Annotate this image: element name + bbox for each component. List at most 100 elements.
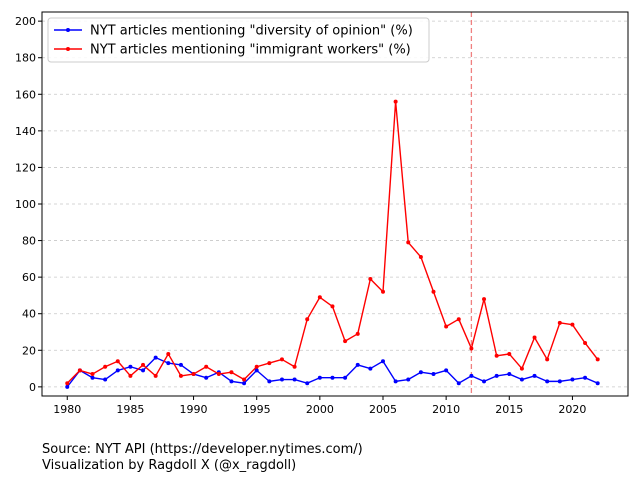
y-tick-label-40: 40 [22,308,36,321]
data-point-s1-2016 [519,366,524,371]
data-point-s1-2002 [343,339,348,344]
data-point-s0-2022 [595,381,600,386]
data-point-s0-2002 [343,375,348,380]
data-point-s1-2017 [532,335,537,340]
data-point-s0-2005 [380,359,385,364]
data-point-s1-2019 [557,320,562,325]
data-point-s0-1986 [141,368,146,373]
y-tick-label-20: 20 [22,344,36,357]
data-point-s0-2000 [317,375,322,380]
data-point-s1-2003 [355,331,360,336]
legend-marker-diversity [66,28,70,32]
x-tick-label-2000: 2000 [306,403,334,416]
data-point-s1-2013 [482,297,487,302]
data-point-s0-1993 [229,379,234,384]
data-point-s1-1991 [204,364,209,369]
y-tick-label-120: 120 [15,161,36,174]
data-point-s0-2014 [494,373,499,378]
y-tick-label-60: 60 [22,271,36,284]
data-point-s1-1983 [103,364,108,369]
data-point-s1-1997 [279,357,284,362]
data-point-s0-2015 [507,372,512,377]
data-point-s1-2020 [570,322,575,327]
data-point-s1-1986 [141,362,146,367]
data-point-s0-2016 [519,377,524,382]
data-point-s0-1995 [254,368,259,373]
data-point-s1-2018 [545,357,550,362]
data-point-s0-1996 [267,379,272,384]
x-tick-label-1985: 1985 [116,403,144,416]
data-point-s0-1982 [90,375,95,380]
axis-ticks: 0 20 40 60 80 100 120 140 160 180 200 1980 1985 1990 1… [15,15,586,416]
data-point-s1-2009 [431,289,436,294]
legend-label-immigrant: NYT articles mentioning "immigrant worke… [90,43,411,58]
source-caption: Source: NYT API (https://developer.nytim… [42,442,363,457]
data-point-s1-2008 [418,255,423,260]
series-line-1 [66,100,599,384]
data-point-s1-1981 [77,368,82,373]
data-point-s0-1989 [178,362,183,367]
data-point-s1-2022 [595,357,600,362]
data-point-s0-1984 [115,368,120,373]
data-point-s1-2010 [444,324,449,329]
grid-lines [42,20,628,388]
data-point-s1-2004 [368,276,373,281]
data-point-s0-1994 [242,381,247,386]
data-point-s1-1996 [267,361,272,366]
y-tick-label-180: 180 [15,52,36,65]
y-tick-label-0: 0 [29,381,36,394]
data-point-s0-2008 [418,370,423,375]
data-point-s1-1990 [191,372,196,377]
x-tick-label-2005: 2005 [369,403,397,416]
data-point-s0-1980 [65,384,70,389]
data-point-s1-1984 [115,359,120,364]
data-point-s0-1999 [305,381,310,386]
data-point-s0-1987 [153,355,158,360]
series-line-0 [66,356,598,388]
y-tick-label-100: 100 [15,198,36,211]
data-point-s0-2007 [406,377,411,382]
data-point-s1-2007 [406,240,411,245]
data-point-s0-1991 [204,375,209,380]
data-point-s0-2018 [545,379,550,384]
data-point-s0-2003 [355,362,360,367]
y-tick-label-80: 80 [22,235,36,248]
data-point-s0-1988 [166,361,171,366]
data-point-s1-2014 [494,353,499,358]
data-point-s0-1983 [103,377,108,382]
legend-box [47,17,430,63]
data-point-s0-2019 [557,379,562,384]
data-point-s1-2015 [507,351,512,356]
data-point-s1-2006 [393,99,398,104]
data-point-s0-2006 [393,379,398,384]
data-point-s1-1999 [305,317,310,322]
y-tick-label-160: 160 [15,88,36,101]
data-point-s1-1993 [229,370,234,375]
data-point-s1-2000 [317,295,322,300]
data-point-s1-2012 [469,346,474,351]
x-tick-label-2015: 2015 [495,403,523,416]
data-point-s0-1997 [279,377,284,382]
series-lines [65,99,600,389]
data-point-s1-1980 [65,381,70,386]
x-tick-label-2010: 2010 [432,403,460,416]
data-point-s0-2009 [431,372,436,377]
data-point-s0-2020 [570,377,575,382]
data-point-s1-1985 [128,373,133,378]
data-point-s0-2012 [469,373,474,378]
data-point-s0-1985 [128,364,133,369]
data-point-s1-1995 [254,364,259,369]
data-point-s0-1998 [292,377,297,382]
data-point-s1-1989 [178,373,183,378]
x-tick-label-2020: 2020 [558,403,586,416]
x-tick-label-1990: 1990 [180,403,208,416]
data-point-s1-2011 [456,317,461,322]
y-tick-label-200: 200 [15,15,36,28]
data-point-s1-2005 [380,289,385,294]
data-point-s1-2001 [330,304,335,309]
data-point-s1-1987 [153,373,158,378]
legend-marker-immigrant [66,47,70,51]
data-point-s0-2021 [583,375,588,380]
data-point-s0-2004 [368,366,373,371]
